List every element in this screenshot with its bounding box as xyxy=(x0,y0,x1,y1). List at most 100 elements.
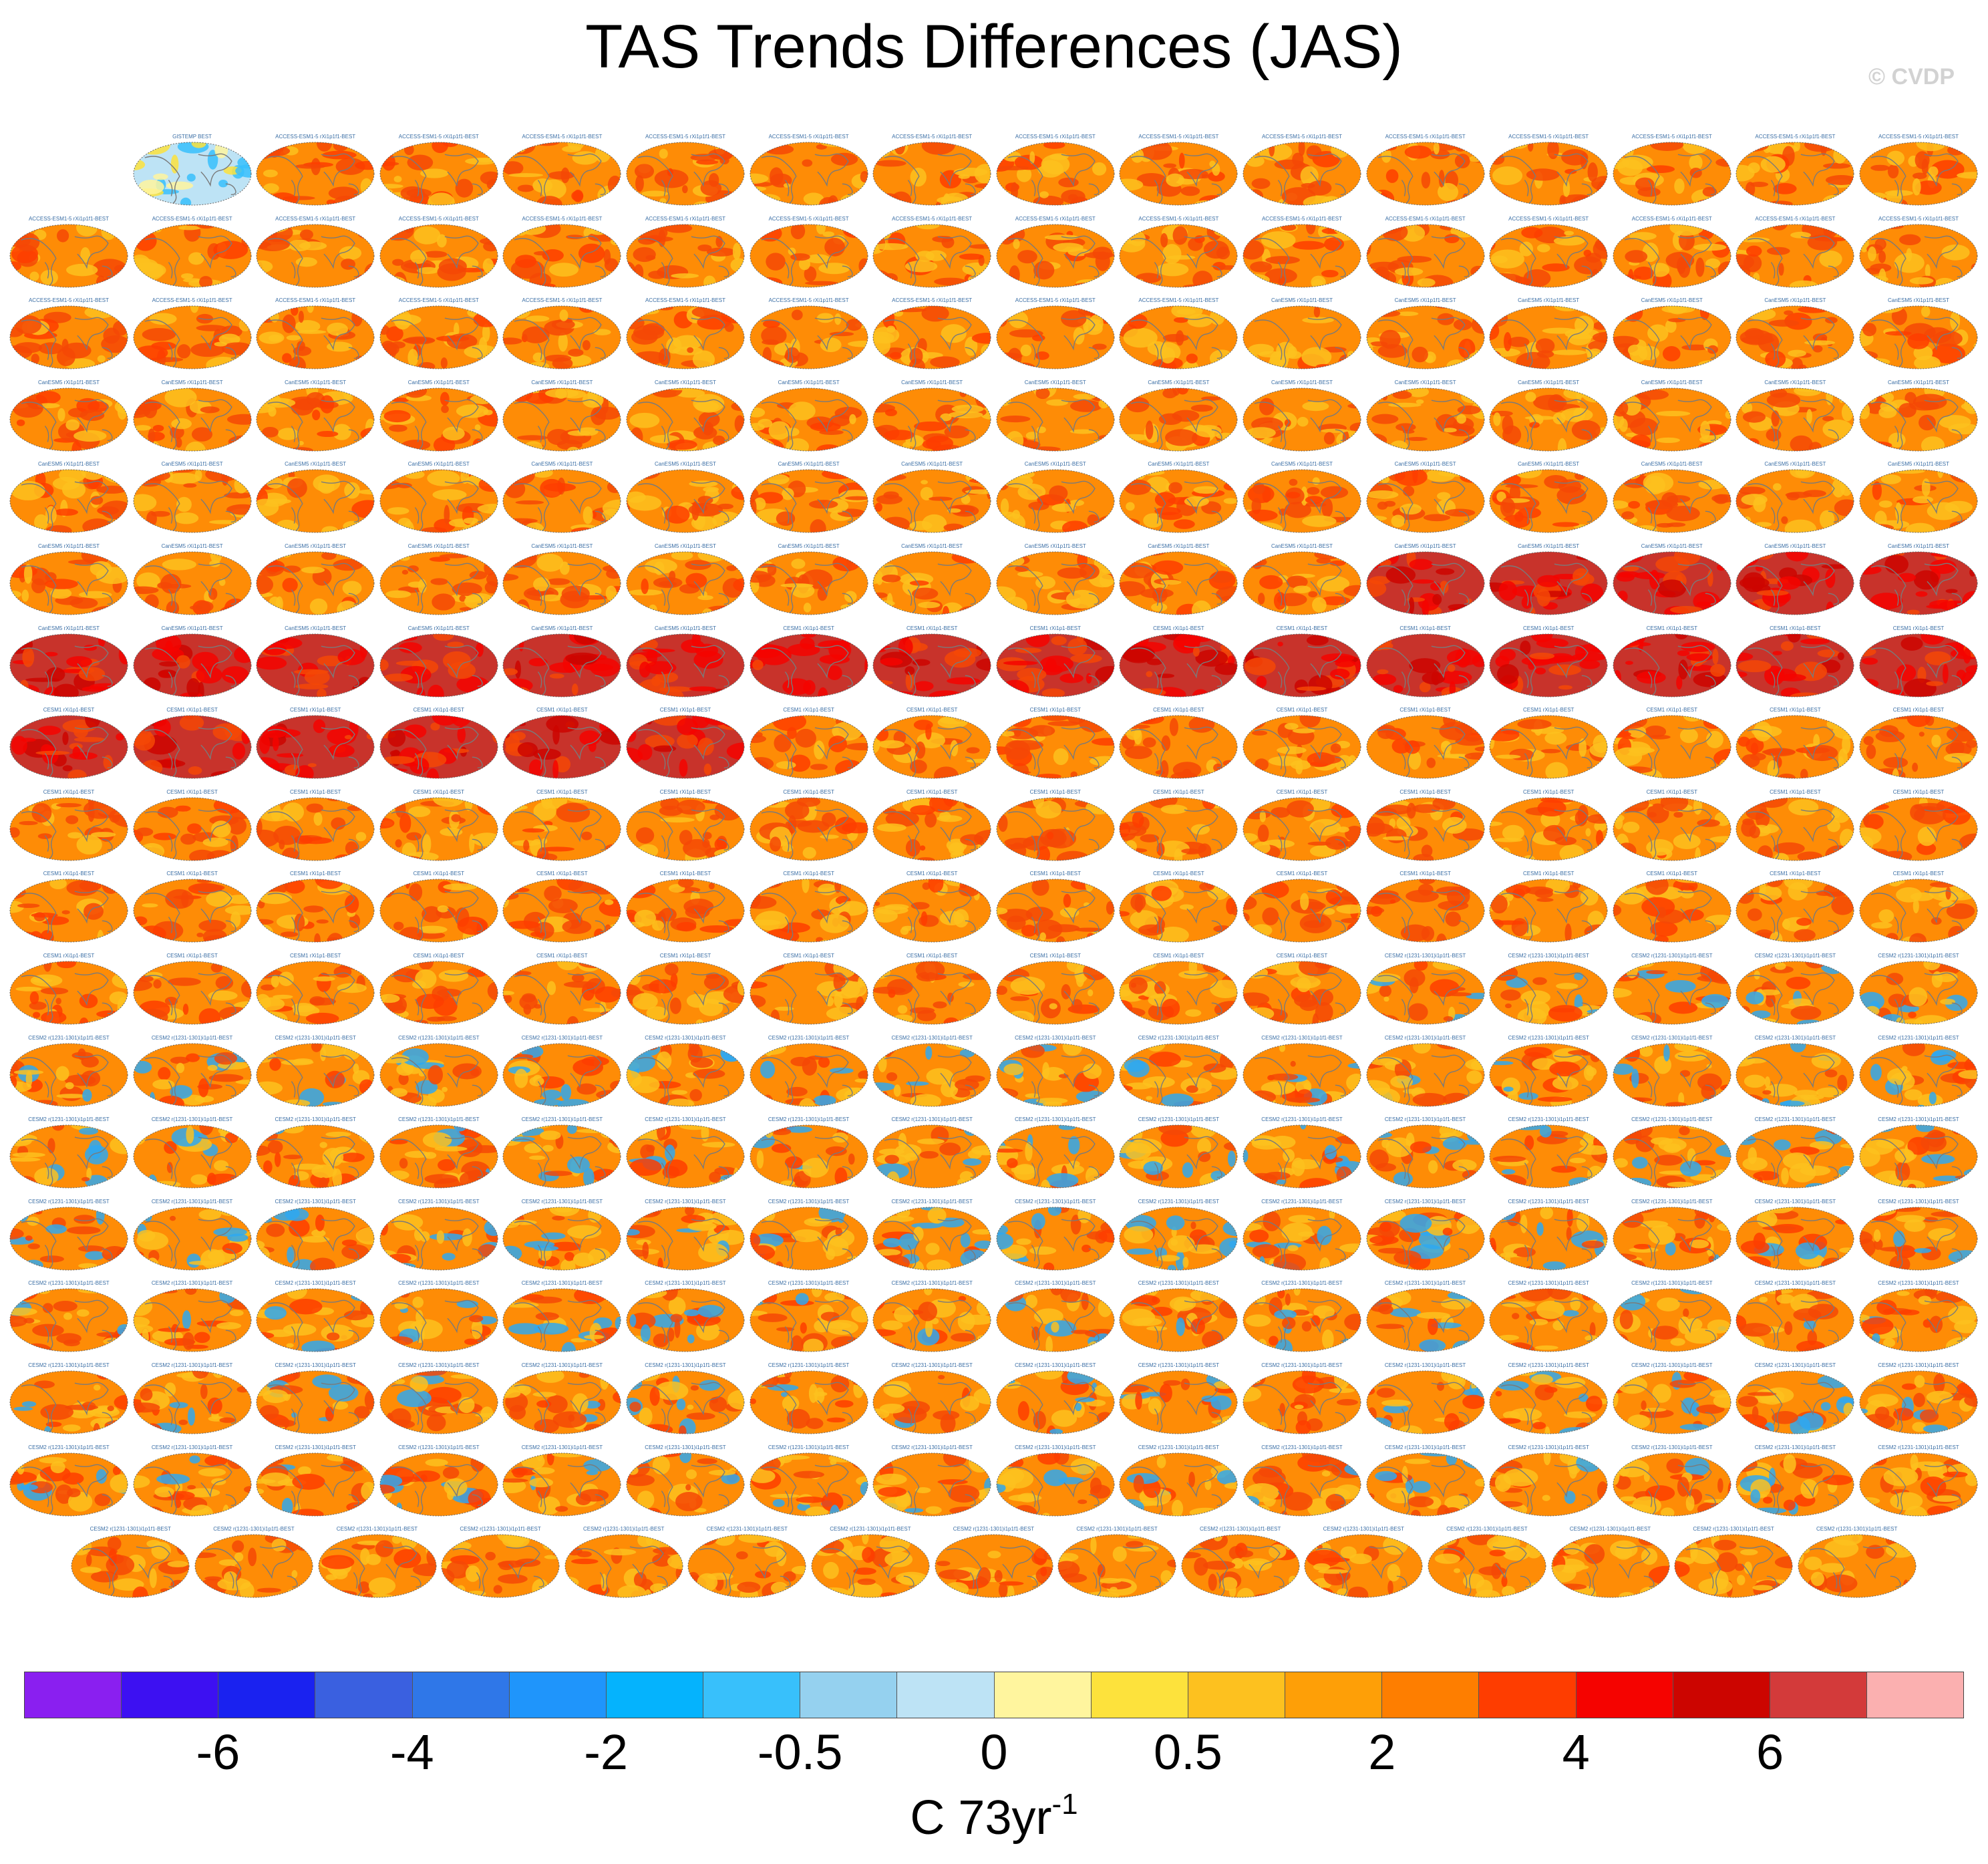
map-projection xyxy=(379,797,498,861)
map-panel: CESM1 rXi1p1-BEST xyxy=(1735,707,1854,780)
map-panel-label: CESM1 rXi1p1-BEST xyxy=(289,953,341,959)
map-panel-label: CanESM5 rXi1p1f1-BEST xyxy=(1271,379,1333,385)
map-panel-label: CESM1 rXi1p1-BEST xyxy=(43,707,95,714)
map-panel: ACCESS-ESM1-5 rXi1p1f1-BEST xyxy=(1735,134,1854,207)
map-panel: CanESM5 rXi1p1f1-BEST xyxy=(1242,297,1361,371)
colorbar-tick-label: -0.5 xyxy=(757,1724,843,1780)
map-panel-label: CanESM5 rXi1p1f1-BEST xyxy=(285,461,347,468)
map-panel: CESM2 r(1231-1301)i1p1f1-BEST xyxy=(1613,1362,1731,1436)
map-panel: CanESM5 rXi1p1f1-BEST xyxy=(1613,379,1731,453)
map-panel: CESM2 r(1231-1301)i1p1f1-BEST xyxy=(626,1116,745,1190)
colorbar-tick-label: 4 xyxy=(1562,1724,1590,1780)
map-panel: ACCESS-ESM1-5 rXi1p1f1-BEST xyxy=(1613,216,1731,289)
map-projection xyxy=(441,1534,560,1598)
map-panel: CESM2 r(1231-1301)i1p1f1-BEST xyxy=(256,1035,375,1108)
map-projection xyxy=(1613,551,1731,615)
map-projection xyxy=(1181,1534,1300,1598)
map-panel: CESM1 rXi1p1-BEST xyxy=(502,953,621,1026)
map-panel: CESM1 rXi1p1-BEST xyxy=(1242,871,1361,944)
page-title: TAS Trends Differences (JAS) xyxy=(585,13,1403,81)
map-panel-label: CESM2 r(1231-1301)i1p1f1-BEST xyxy=(1631,1116,1713,1123)
map-projection xyxy=(1859,1043,1978,1107)
colorbar-tick-label: 0 xyxy=(980,1724,1008,1780)
map-panel: CESM2 r(1231-1301)i1p1f1-BEST xyxy=(750,1362,868,1436)
map-projection xyxy=(133,1370,252,1434)
map-projection xyxy=(256,797,375,861)
map-projection xyxy=(1859,633,1978,697)
map-panel-label: ACCESS-ESM1-5 rXi1p1f1-BEST xyxy=(275,215,356,222)
map-panel-label: CanESM5 rXi1p1f1-BEST xyxy=(1641,543,1703,549)
colorbar-box xyxy=(1382,1672,1480,1718)
map-projection xyxy=(1366,1370,1485,1434)
map-panel-label: CESM2 r(1231-1301)i1p1f1-BEST xyxy=(521,1444,603,1450)
map-projection xyxy=(1119,305,1238,369)
map-panel: CESM2 r(1231-1301)i1p1f1-BEST xyxy=(502,1035,621,1108)
map-projection xyxy=(9,797,128,861)
map-panel-label: CESM2 r(1231-1301)i1p1f1-BEST xyxy=(151,1280,233,1287)
colorbar-box xyxy=(412,1672,510,1718)
map-panel-label: CanESM5 rXi1p1f1-BEST xyxy=(901,543,963,549)
map-panel-label: CanESM5 rXi1p1f1-BEST xyxy=(531,461,593,468)
map-panel: CESM1 rXi1p1-BEST xyxy=(1366,871,1485,944)
map-projection xyxy=(750,1370,868,1434)
map-projection xyxy=(872,797,991,861)
map-panel: CESM1 rXi1p1-BEST xyxy=(1735,871,1854,944)
map-panel-label: ACCESS-ESM1-5 rXi1p1f1-BEST xyxy=(768,134,849,140)
map-panel: CanESM5 rXi1p1f1-BEST xyxy=(1613,543,1731,617)
map-panel-label: CESM1 rXi1p1-BEST xyxy=(43,953,95,959)
map-panel: ACCESS-ESM1-5 rXi1p1f1-BEST xyxy=(9,216,128,289)
map-panel: CESM2 r(1231-1301)i1p1f1-BEST xyxy=(1366,953,1485,1026)
map-panel: CanESM5 rXi1p1f1-BEST xyxy=(1613,297,1731,371)
map-panel: CESM2 r(1231-1301)i1p1f1-BEST xyxy=(1304,1526,1423,1599)
map-projection xyxy=(996,469,1115,533)
map-panel: CESM2 r(1231-1301)i1p1f1-BEST xyxy=(1613,1035,1731,1108)
map-panel-label: ACCESS-ESM1-5 rXi1p1f1-BEST xyxy=(522,134,603,140)
map-projection xyxy=(1119,633,1238,697)
map-projection xyxy=(1366,633,1485,697)
map-panel-label: CESM2 r(1231-1301)i1p1f1-BEST xyxy=(645,1198,726,1205)
map-panel: CESM2 r(1231-1301)i1p1f1-BEST xyxy=(1859,1280,1978,1354)
map-panel-label: CESM2 r(1231-1301)i1p1f1-BEST xyxy=(1878,1198,1959,1205)
map-panel: ACCESS-ESM1-5 rXi1p1f1-BEST xyxy=(1489,134,1608,207)
map-panel-label: ACCESS-ESM1-5 rXi1p1f1-BEST xyxy=(645,215,726,222)
map-panel-label: CESM1 rXi1p1-BEST xyxy=(1892,788,1945,795)
map-panel: ACCESS-ESM1-5 rXi1p1f1-BEST xyxy=(750,134,868,207)
map-panel-label: CESM1 rXi1p1-BEST xyxy=(1399,707,1451,714)
map-panel: CESM2 r(1231-1301)i1p1f1-BEST xyxy=(1735,1035,1854,1108)
map-panel-label: CESM2 r(1231-1301)i1p1f1-BEST xyxy=(1384,1034,1466,1041)
map-panel: CanESM5 rXi1p1f1-BEST xyxy=(502,625,621,699)
map-panel: CanESM5 rXi1p1f1-BEST xyxy=(379,543,498,617)
map-projection xyxy=(1119,224,1238,288)
map-projection xyxy=(502,1043,621,1107)
map-projection xyxy=(564,1534,683,1598)
map-projection xyxy=(256,1370,375,1434)
map-projection xyxy=(1613,633,1731,697)
map-panel: CESM2 r(1231-1301)i1p1f1-BEST xyxy=(1119,1444,1238,1518)
map-projection xyxy=(256,305,375,369)
map-projection xyxy=(1489,551,1608,615)
map-panel-label: CESM2 r(1231-1301)i1p1f1-BEST xyxy=(90,1526,171,1533)
map-projection xyxy=(502,1124,621,1189)
map-panel-label: CESM1 rXi1p1-BEST xyxy=(1276,871,1328,877)
map-projection xyxy=(502,961,621,1025)
map-panel-label: ACCESS-ESM1-5 rXi1p1f1-BEST xyxy=(522,215,603,222)
map-panel: CanESM5 rXi1p1f1-BEST xyxy=(750,543,868,617)
map-projection xyxy=(1428,1534,1546,1598)
map-projection xyxy=(502,1288,621,1352)
map-projection xyxy=(379,1288,498,1352)
map-panel: CESM2 r(1231-1301)i1p1f1-BEST xyxy=(872,1116,991,1190)
map-panel: CESM1 rXi1p1-BEST xyxy=(996,953,1115,1026)
map-projection xyxy=(626,1207,745,1271)
map-projection xyxy=(256,1288,375,1352)
map-panel: ACCESS-ESM1-5 rXi1p1f1-BEST xyxy=(1366,216,1485,289)
map-panel: CESM2 r(1231-1301)i1p1f1-BEST xyxy=(1489,1199,1608,1272)
map-projection xyxy=(1119,1207,1238,1271)
map-panel-label: CESM2 r(1231-1301)i1p1f1-BEST xyxy=(1816,1526,1898,1533)
map-panel-label: CESM2 r(1231-1301)i1p1f1-BEST xyxy=(1015,1362,1096,1368)
map-panel: CESM2 r(1231-1301)i1p1f1-BEST xyxy=(9,1199,128,1272)
map-panel: CESM1 rXi1p1-BEST xyxy=(996,871,1115,944)
map-panel-label: ACCESS-ESM1-5 rXi1p1f1-BEST xyxy=(398,297,479,304)
map-projection xyxy=(1859,305,1978,369)
map-projection xyxy=(1489,1288,1608,1352)
map-projection xyxy=(1242,961,1361,1025)
